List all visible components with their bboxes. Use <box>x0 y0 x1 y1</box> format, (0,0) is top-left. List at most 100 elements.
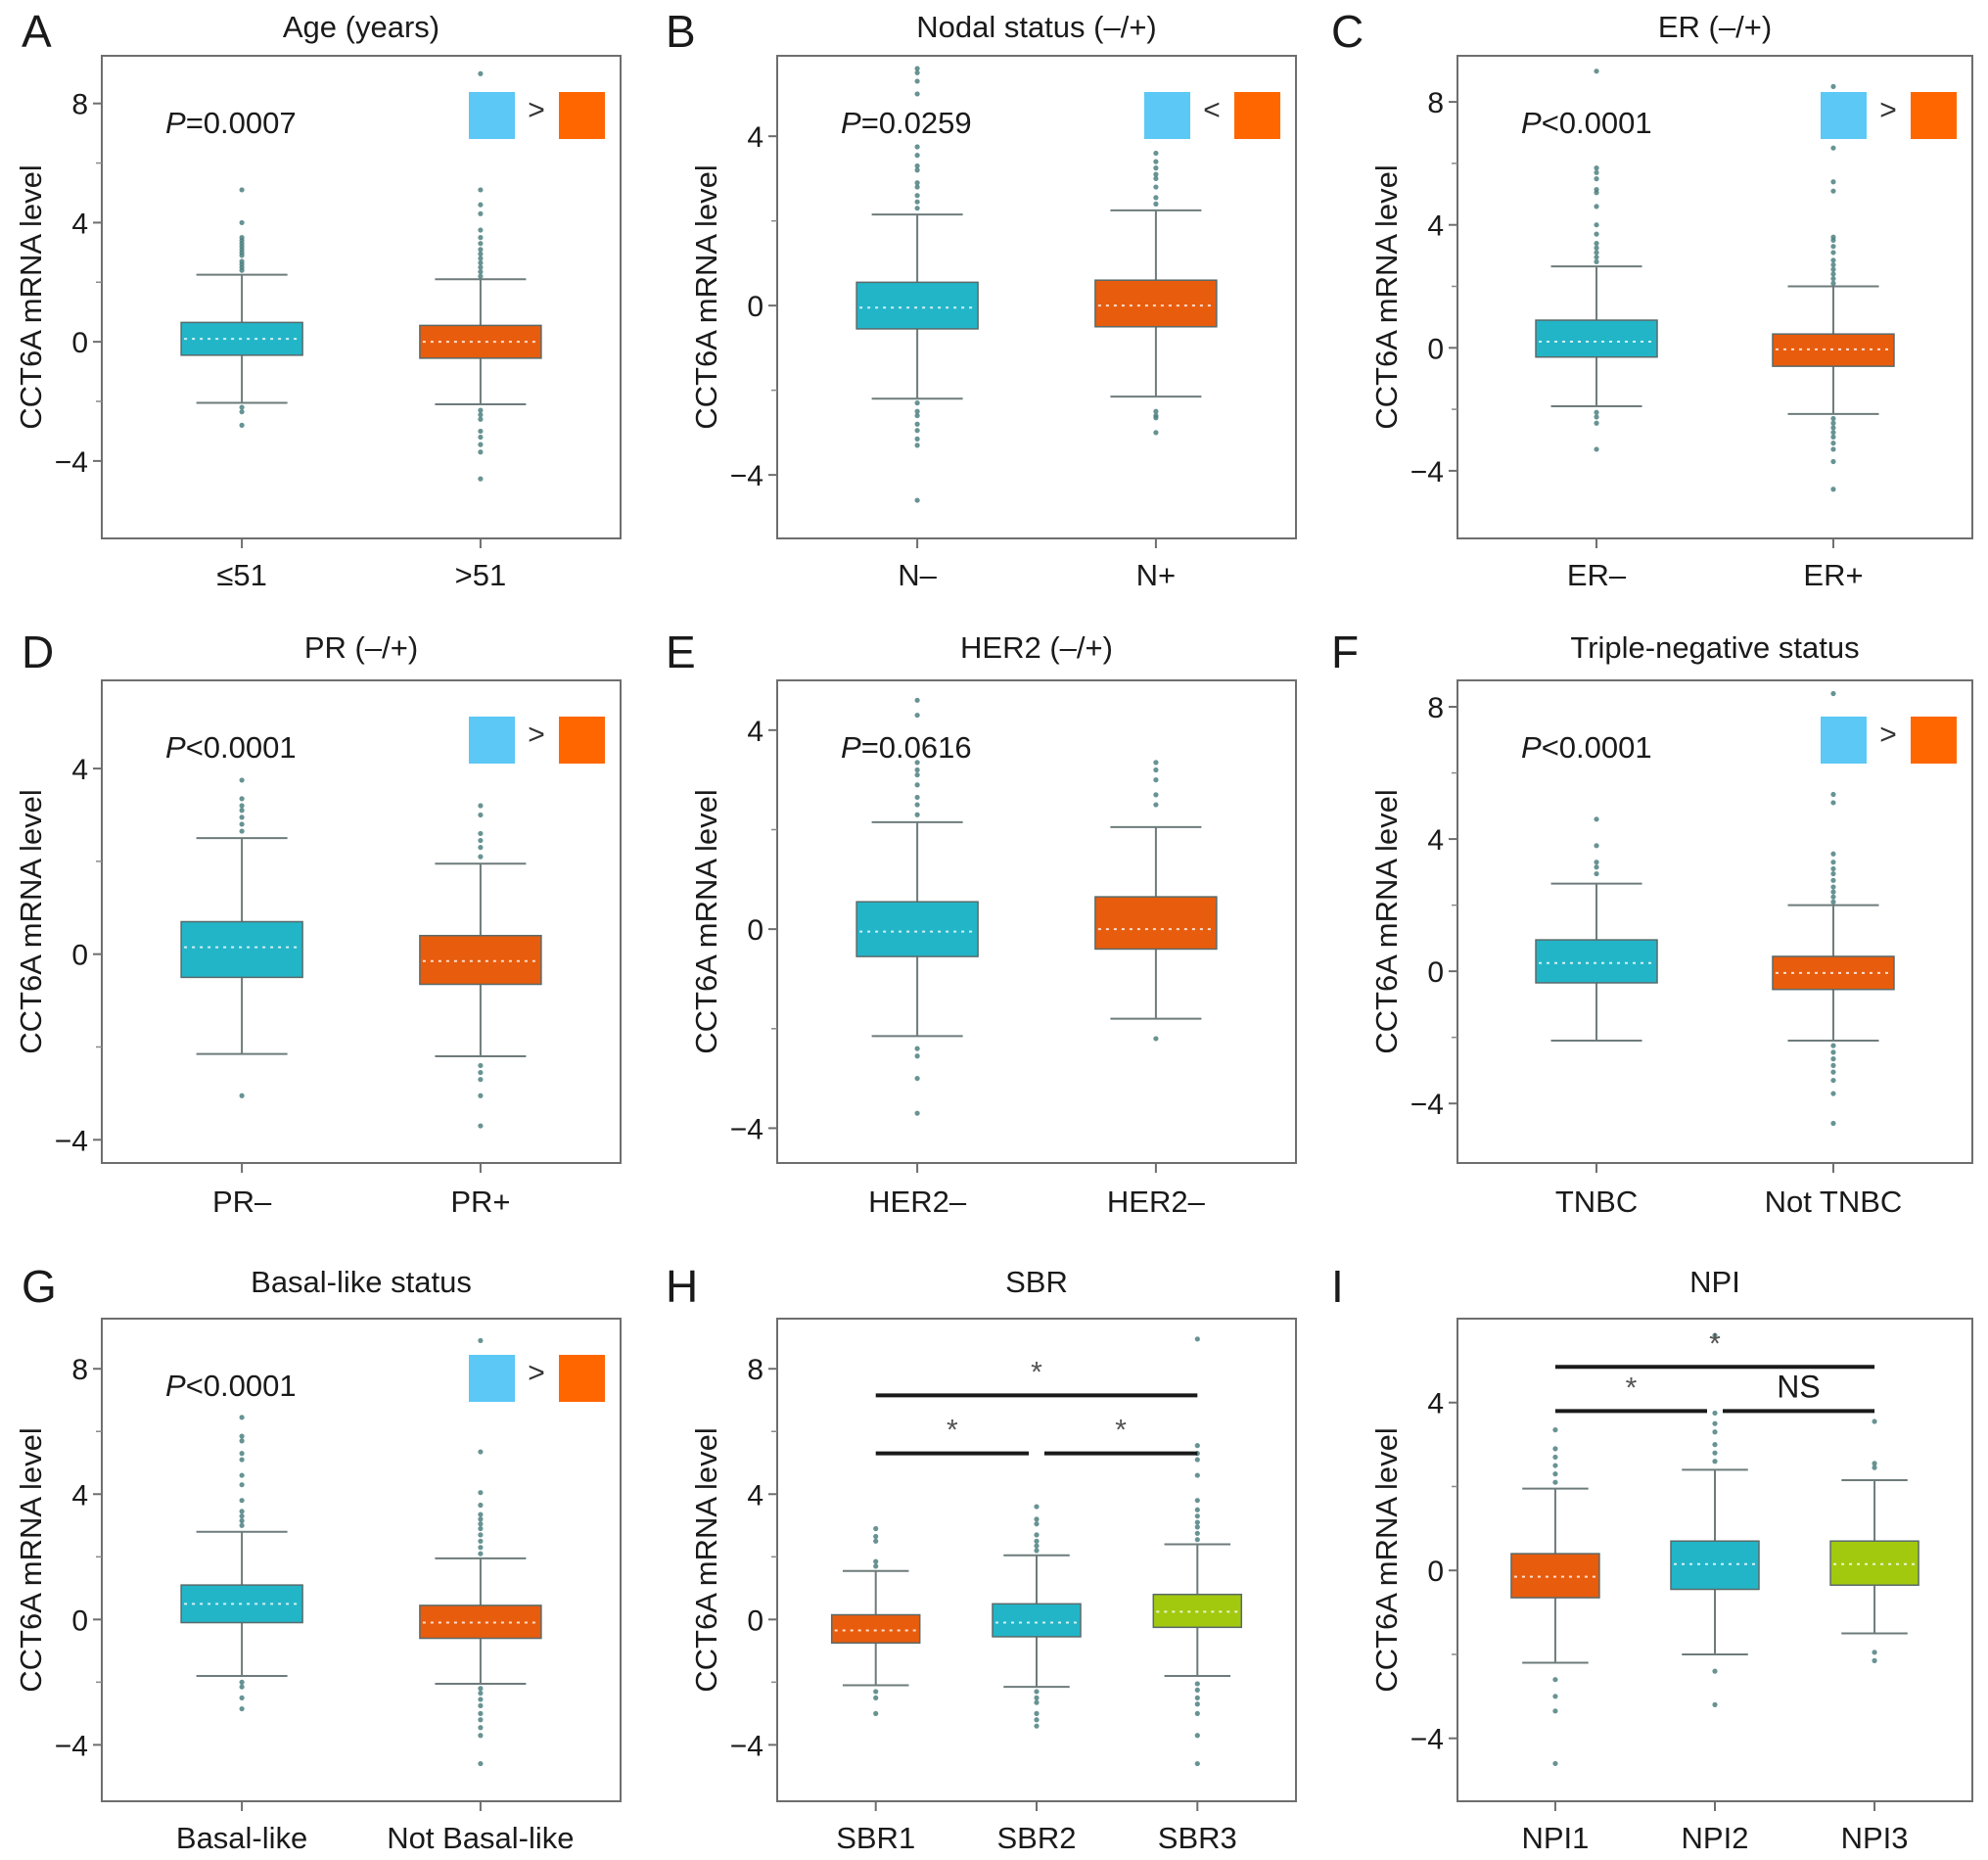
outlier-point <box>1153 175 1159 182</box>
comparison-symbol: > <box>528 719 545 751</box>
outlier-point <box>1830 865 1836 872</box>
outlier-point <box>1153 159 1159 164</box>
outlier-point <box>914 1046 920 1051</box>
outlier-point <box>1830 1043 1836 1048</box>
outlier-point <box>914 760 920 766</box>
outlier-point <box>478 845 484 851</box>
outlier-point <box>239 422 245 428</box>
outlier-point <box>478 428 484 435</box>
box-3 <box>1152 1336 1243 1767</box>
panel-letter: D <box>22 627 54 677</box>
y-tick-label: −4 <box>1410 1089 1444 1121</box>
x-category-label: TNBC <box>1555 1185 1638 1219</box>
box-body <box>419 934 542 986</box>
outlier-point <box>478 407 484 413</box>
x-category-label: Not TNBC <box>1765 1185 1903 1219</box>
outlier-point <box>1712 1410 1718 1417</box>
p-symbol: P <box>165 730 186 765</box>
box-body <box>1510 1553 1600 1599</box>
y-tick-label: 0 <box>71 1604 88 1637</box>
outlier-point <box>478 1538 484 1544</box>
box-2 <box>419 803 542 1129</box>
outlier-point <box>239 1472 245 1478</box>
p-value: <0.0001 <box>186 730 297 765</box>
legend-swatch-right <box>1911 717 1957 764</box>
legend-swatch-right <box>559 717 605 764</box>
outlier-point <box>1194 1336 1200 1342</box>
panel-title: Basal-like status <box>251 1265 472 1299</box>
outlier-point <box>239 1522 245 1528</box>
panel-letter: I <box>1331 1261 1344 1312</box>
box-2 <box>1094 150 1218 436</box>
panel-title: SBR <box>1005 1265 1068 1299</box>
outlier-point <box>1194 1695 1200 1700</box>
outlier-point <box>239 1695 245 1700</box>
plot-frame <box>1456 679 1973 1164</box>
y-tick-label: 0 <box>71 940 88 972</box>
outlier-point <box>1153 201 1159 207</box>
significance-asterisk: * <box>1709 1327 1721 1360</box>
outlier-point <box>1594 446 1599 452</box>
outlier-point <box>239 821 245 827</box>
y-tick-label: 4 <box>1427 210 1444 243</box>
legend-swatch-left <box>469 1355 515 1402</box>
panel-b: B Nodal status (–/+) CCT6A mRNA level−4 0 4 N… <box>666 6 1297 592</box>
outlier-point <box>1830 458 1836 465</box>
significance-asterisk: * <box>1115 1415 1127 1447</box>
y-tick-label: 0 <box>747 291 763 323</box>
outlier-point <box>1552 1463 1558 1468</box>
box-1 <box>1535 816 1658 1043</box>
outlier-point <box>1830 434 1836 440</box>
outlier-point <box>239 409 245 415</box>
box-1 <box>180 777 303 1098</box>
outlier-point <box>1830 1120 1836 1127</box>
y-tick-label: 0 <box>747 1604 763 1637</box>
significance-bracket: * <box>875 1356 1198 1398</box>
outlier-point <box>1830 899 1836 905</box>
outlier-point <box>478 1093 484 1098</box>
outlier-point <box>478 812 484 818</box>
outlier-point <box>1830 145 1836 151</box>
y-tick-label: −4 <box>55 1730 88 1762</box>
outlier-point <box>914 400 920 406</box>
outlier-point <box>914 78 920 84</box>
outlier-point <box>1830 800 1836 806</box>
panel-e: E HER2 (–/+) CCT6A mRNA level −4 0 4 HER2– HER2… <box>666 627 1297 1219</box>
outlier-point <box>1830 877 1836 883</box>
outlier-point <box>914 163 920 169</box>
legend-swatch-left <box>469 717 515 764</box>
y-tick-label: 4 <box>71 1479 88 1511</box>
outlier-point <box>1034 1532 1040 1538</box>
x-category-label: NPI2 <box>1682 1821 1749 1855</box>
outlier-point <box>1830 441 1836 446</box>
outlier-point <box>1830 1062 1836 1068</box>
outlier-point <box>239 187 245 193</box>
plot-frame <box>1456 55 1973 539</box>
outlier-point <box>1552 1427 1558 1433</box>
significance-bracket: * <box>1554 1327 1875 1370</box>
y-tick-label: 0 <box>71 327 88 359</box>
outlier-point <box>1712 1459 1718 1465</box>
outlier-point <box>914 167 920 173</box>
outlier-point <box>1594 255 1599 260</box>
comparison-symbol: > <box>528 1357 545 1389</box>
outlier-point <box>478 1449 484 1455</box>
outlier-point <box>1830 415 1836 422</box>
outlier-point <box>478 1502 484 1509</box>
panel-f: F Triple-negative status CCT6A mRNA level −… <box>1331 627 1973 1219</box>
outlier-point <box>239 814 245 820</box>
outlier-point <box>1830 860 1836 865</box>
y-tick-label: 4 <box>747 716 763 748</box>
outlier-point <box>478 210 484 216</box>
outlier-point <box>1034 1699 1040 1705</box>
comparison-symbol: > <box>1879 719 1897 751</box>
p-value-label: P<0.0001 <box>1521 106 1652 140</box>
p-symbol: P <box>165 106 186 140</box>
x-category-label: ER+ <box>1803 558 1863 592</box>
y-tick-label: −4 <box>730 1113 763 1145</box>
outlier-point <box>1712 1429 1718 1435</box>
outlier-point <box>1830 894 1836 900</box>
outlier-point <box>239 1509 245 1514</box>
outlier-point <box>239 1498 245 1504</box>
